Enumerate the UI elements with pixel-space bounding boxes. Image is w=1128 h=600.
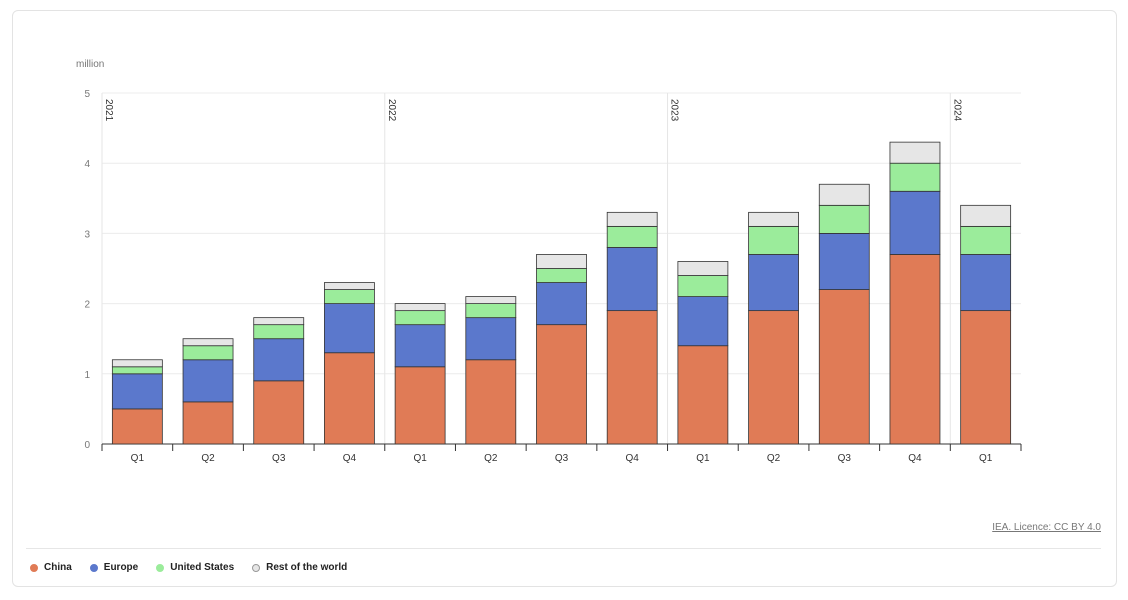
legend-item[interactable]: Rest of the world	[252, 562, 347, 573]
bar-segment-china	[677, 345, 729, 445]
bar-segment-china	[182, 401, 234, 445]
bar-segment-china	[324, 352, 375, 445]
bar-segment-united-states	[960, 225, 1012, 255]
bar-segment-rest-of-the-world	[324, 282, 375, 290]
bar-segment-europe	[536, 282, 587, 326]
legend-item[interactable]: China	[30, 562, 72, 573]
bar-segment-europe	[465, 317, 517, 361]
bar-segment-united-states	[677, 275, 729, 297]
licence-link[interactable]: IEA. Licence: CC BY 4.0	[992, 522, 1101, 533]
year-label: 2024	[951, 99, 962, 122]
y-axis-unit: million	[76, 59, 105, 70]
chart-card	[12, 10, 1117, 587]
bar-segment-united-states	[465, 303, 517, 319]
x-tick-label: Q3	[272, 453, 286, 464]
bar-segment-rest-of-the-world	[253, 317, 305, 326]
bar-segment-united-states	[324, 289, 375, 304]
bar-segment-rest-of-the-world	[111, 359, 163, 368]
bar-segment-rest-of-the-world	[748, 211, 799, 227]
bar-segment-united-states	[818, 204, 870, 234]
bar-segment-rest-of-the-world	[536, 254, 587, 269]
legend-label: Europe	[103, 562, 139, 573]
bar-segment-china	[465, 359, 517, 445]
bar-segment-united-states	[253, 324, 305, 340]
legend-swatch	[156, 563, 165, 572]
x-tick-label: Q4	[343, 453, 357, 464]
bar-segment-rest-of-the-world	[677, 261, 729, 276]
bar-segment-united-states	[748, 225, 799, 255]
bar-segment-china	[394, 366, 446, 445]
y-tick-label: 3	[84, 229, 90, 240]
bar-segment-china	[748, 310, 799, 445]
x-tick-label: Q1	[131, 453, 145, 464]
legend-swatch	[89, 563, 98, 572]
bar-segment-united-states	[182, 345, 234, 361]
bar-segment-united-states	[536, 268, 587, 283]
legend-swatch	[30, 563, 38, 572]
x-tick-label: Q3	[838, 453, 852, 464]
bar-segment-china	[253, 380, 305, 445]
legend-label: China	[44, 562, 72, 573]
y-tick-label: 1	[84, 370, 90, 381]
bar-segment-china	[536, 324, 587, 445]
bar-segment-europe	[324, 303, 375, 354]
bar-segment-europe	[606, 247, 658, 312]
bar-segment-europe	[111, 373, 163, 410]
bar-segment-europe	[889, 190, 941, 255]
bar-segment-europe	[253, 338, 305, 382]
bar-segment-europe	[394, 324, 446, 368]
year-label: 2023	[669, 99, 680, 122]
bar-segment-china	[111, 408, 163, 445]
year-label: 2022	[386, 99, 397, 122]
x-tick-label: Q3	[555, 453, 569, 464]
bar-segment-united-states	[606, 225, 658, 248]
y-tick-label: 4	[84, 159, 90, 170]
y-tick-label: 5	[84, 89, 90, 100]
bar-segment-europe	[960, 254, 1012, 312]
x-tick-label: Q1	[413, 453, 427, 464]
x-tick-label: Q2	[484, 453, 498, 464]
legend-item[interactable]: United States	[156, 562, 234, 573]
legend-label: United States	[170, 562, 235, 573]
x-tick-label: Q4	[908, 453, 922, 464]
bar-segment-rest-of-the-world	[606, 211, 658, 227]
bar-segment-united-states	[889, 162, 941, 192]
x-tick-label: Q2	[201, 453, 215, 464]
bar-segment-rest-of-the-world	[818, 183, 870, 206]
bar-segment-rest-of-the-world	[394, 303, 446, 312]
divider	[26, 548, 1101, 549]
bar-segment-europe	[818, 232, 870, 290]
x-tick-label: Q4	[626, 453, 640, 464]
bar-segment-china	[818, 289, 870, 445]
bar-segment-china	[889, 254, 941, 445]
bar-segment-united-states	[394, 310, 446, 326]
x-tick-label: Q2	[767, 453, 781, 464]
year-label: 2021	[103, 99, 114, 122]
bar-segment-china	[606, 310, 658, 445]
bar-segment-europe	[677, 296, 729, 347]
bar-segment-europe	[182, 359, 234, 403]
legend-label: Rest of the world	[266, 562, 348, 573]
legend: China Europe United States Rest of the worl…	[30, 562, 347, 573]
bar-segment-united-states	[111, 366, 163, 375]
x-tick-label: Q1	[979, 453, 993, 464]
y-tick-label: 2	[84, 300, 90, 311]
bar-segment-europe	[748, 254, 799, 312]
x-tick-label: Q1	[696, 453, 710, 464]
bar-segment-china	[960, 310, 1012, 445]
legend-swatch	[252, 563, 261, 572]
bar-segment-rest-of-the-world	[960, 204, 1012, 227]
legend-item[interactable]: Europe	[89, 562, 139, 573]
bar-segment-rest-of-the-world	[465, 296, 517, 304]
bar-segment-rest-of-the-world	[182, 338, 234, 347]
y-tick-label: 0	[84, 440, 90, 451]
bar-segment-rest-of-the-world	[889, 141, 941, 164]
